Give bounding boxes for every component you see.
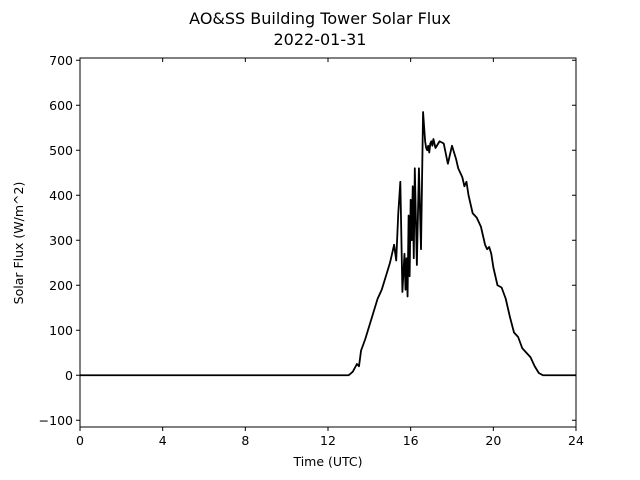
y-tick-label: 700 (49, 53, 73, 68)
plot-frame (79, 57, 577, 428)
y-axis: −100 0 100 200 300 400 500 600 700 (39, 53, 576, 428)
x-axis-label: Time (UTC) (292, 454, 362, 469)
solar-flux-series-line (80, 111, 576, 377)
y-tick-label: 200 (49, 278, 73, 293)
y-tick-label: 100 (49, 323, 73, 338)
x-tick-label: 4 (159, 433, 167, 448)
x-tick-label: 12 (320, 433, 336, 448)
x-tick-label: 24 (568, 433, 584, 448)
chart-title: AO&SS Building Tower Solar Flux (189, 9, 451, 28)
x-tick-label: 8 (241, 433, 249, 448)
y-tick-label: 0 (65, 368, 73, 383)
y-tick-label: 600 (49, 98, 73, 113)
chart-subtitle: 2022-01-31 (274, 30, 367, 49)
y-axis-label: Solar Flux (W/m^2) (11, 182, 26, 305)
y-tick-label: 300 (49, 233, 73, 248)
x-axis: 0 4 8 12 16 20 24 (76, 58, 584, 448)
y-tick-label: −100 (39, 413, 73, 428)
x-tick-label: 0 (76, 433, 84, 448)
x-tick-label: 16 (403, 433, 419, 448)
x-tick-label: 20 (485, 433, 501, 448)
plot-line-group (80, 111, 576, 377)
y-tick-label: 500 (49, 143, 73, 158)
y-tick-label: 400 (49, 188, 73, 203)
